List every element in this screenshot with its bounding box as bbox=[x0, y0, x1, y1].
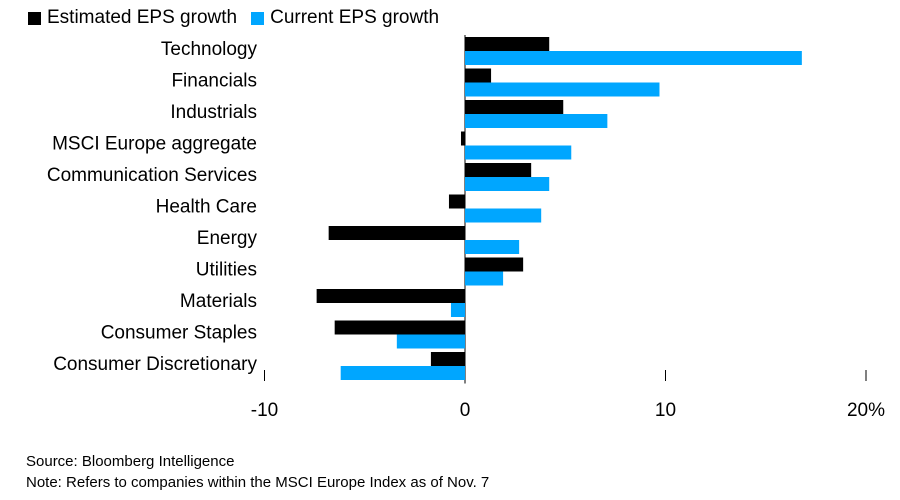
category-label-msci-europe-aggregate: MSCI Europe aggregate bbox=[52, 134, 257, 155]
note-footnote: Note: Refers to companies within the MSC… bbox=[26, 474, 490, 491]
bar-current-msci-europe-aggregate bbox=[465, 145, 572, 160]
bar-current-energy bbox=[465, 240, 520, 254]
bar-current-industrials bbox=[465, 114, 608, 128]
x-tick-label-2: 10 bbox=[655, 400, 676, 421]
bar-current-communication-services bbox=[465, 177, 550, 191]
category-label-consumer-staples: Consumer Staples bbox=[101, 323, 257, 344]
bar-current-health-care bbox=[465, 208, 542, 223]
bar-estimated-health-care bbox=[448, 194, 465, 209]
bar-estimated-utilities bbox=[465, 257, 524, 272]
legend-label-current: Current EPS growth bbox=[270, 7, 440, 28]
category-label-utilities: Utilities bbox=[196, 260, 257, 281]
bar-estimated-communication-services bbox=[465, 163, 532, 177]
category-label-health-care: Health Care bbox=[156, 197, 257, 218]
bar-chart: -10 0 10 20% Technology Financials Industrials… bbox=[47, 35, 885, 421]
legend-item-estimated: Estimated EPS growth bbox=[28, 7, 237, 29]
bar-estimated-energy bbox=[328, 226, 465, 240]
bar-estimated-materials bbox=[316, 289, 465, 303]
bar-current-consumer-discretionary bbox=[340, 366, 465, 380]
x-tick-label-3: 20% bbox=[847, 400, 885, 421]
source-footnote: Source: Bloomberg Intelligence bbox=[26, 453, 235, 470]
category-label-materials: Materials bbox=[180, 291, 257, 312]
bar-current-financials bbox=[465, 82, 660, 97]
category-label-technology: Technology bbox=[161, 39, 258, 60]
bar-estimated-financials bbox=[465, 68, 492, 83]
chart-legend: Estimated EPS growth Current EPS growth bbox=[28, 7, 453, 29]
category-label-consumer-discretionary: Consumer Discretionary bbox=[53, 354, 257, 375]
bar-estimated-consumer-discretionary bbox=[430, 352, 465, 366]
bar-current-consumer-staples bbox=[396, 334, 465, 349]
category-label-financials: Financials bbox=[171, 71, 257, 92]
category-label-communication-services: Communication Services bbox=[47, 165, 257, 186]
legend-swatch-estimated bbox=[28, 11, 41, 25]
x-tick-label-0: -10 bbox=[251, 400, 278, 421]
category-label-energy: Energy bbox=[197, 228, 258, 249]
bar-estimated-msci-europe-aggregate bbox=[460, 131, 465, 146]
bar-estimated-technology bbox=[465, 37, 550, 51]
category-label-industrials: Industrials bbox=[170, 102, 257, 123]
bar-current-utilities bbox=[465, 271, 504, 286]
bar-current-materials bbox=[450, 303, 465, 317]
bar-current-technology bbox=[465, 51, 802, 65]
legend-label-estimated: Estimated EPS growth bbox=[47, 7, 238, 28]
x-tick-label-1: 0 bbox=[460, 400, 471, 421]
bar-estimated-industrials bbox=[465, 100, 564, 114]
legend-item-current: Current EPS growth bbox=[251, 7, 439, 29]
legend-swatch-current bbox=[251, 11, 265, 25]
bar-estimated-consumer-staples bbox=[334, 320, 465, 335]
